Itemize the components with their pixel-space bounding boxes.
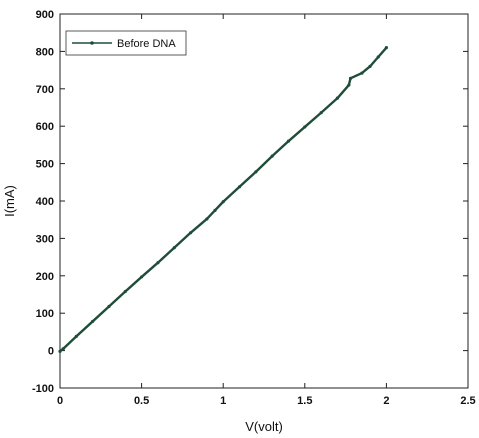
y-tick-label: 700 <box>36 84 54 96</box>
x-tick-label: 2.5 <box>460 395 475 407</box>
y-tick-label: 0 <box>48 346 54 358</box>
y-tick-label: 300 <box>36 233 54 245</box>
data-point <box>61 347 65 351</box>
data-point <box>58 349 62 353</box>
data-point <box>335 96 340 100</box>
data-point <box>303 125 307 129</box>
x-axis: 0 0.5 1 1.5 2 2.5 <box>57 14 476 407</box>
x-tick-label: 2 <box>383 395 389 407</box>
y-tick-label: 100 <box>36 308 54 320</box>
data-point <box>123 289 127 294</box>
x-axis-title: V(volt) <box>245 419 283 434</box>
y-tick-label: 200 <box>36 271 54 283</box>
data-point <box>74 334 78 338</box>
y-tick-label: 400 <box>36 196 54 208</box>
data-point <box>237 185 242 189</box>
data-point <box>286 139 291 143</box>
data-point <box>221 200 225 204</box>
data-point <box>368 64 372 68</box>
x-tick-label: 0.5 <box>134 395 149 407</box>
y-axis: -100 0 100 200 300 400 500 600 700 800 900 <box>32 9 468 395</box>
data-point <box>91 319 95 324</box>
data-point <box>172 246 176 250</box>
series-layer <box>58 46 388 353</box>
data-point <box>213 208 217 212</box>
legend-box <box>65 30 187 56</box>
x-tick-label: 0 <box>57 395 63 407</box>
data-point <box>107 304 111 309</box>
y-tick-label: 900 <box>36 9 54 21</box>
data-point <box>348 76 353 80</box>
x-tick-label: 1.5 <box>297 395 312 407</box>
legend-label: Before DNA <box>117 38 176 50</box>
y-tick-label: 600 <box>36 121 54 133</box>
data-point <box>188 231 193 235</box>
y-tick-label: -100 <box>32 383 54 395</box>
data-point <box>347 83 351 87</box>
data-point <box>254 170 258 174</box>
data-point <box>270 154 274 158</box>
legend-marker <box>90 41 94 45</box>
data-point <box>156 261 160 265</box>
x-tick-label: 1 <box>220 395 226 407</box>
plot-area-frame <box>59 13 469 389</box>
y-axis-title: I(mA) <box>2 185 17 217</box>
data-point <box>376 55 380 59</box>
data-point <box>319 111 323 115</box>
y-tick-label: 500 <box>36 159 54 171</box>
data-point <box>360 71 364 75</box>
data-point <box>205 217 209 221</box>
data-point <box>384 46 388 50</box>
legend: Before DNA <box>65 30 187 56</box>
data-point <box>140 275 144 279</box>
y-tick-label: 800 <box>36 46 54 58</box>
